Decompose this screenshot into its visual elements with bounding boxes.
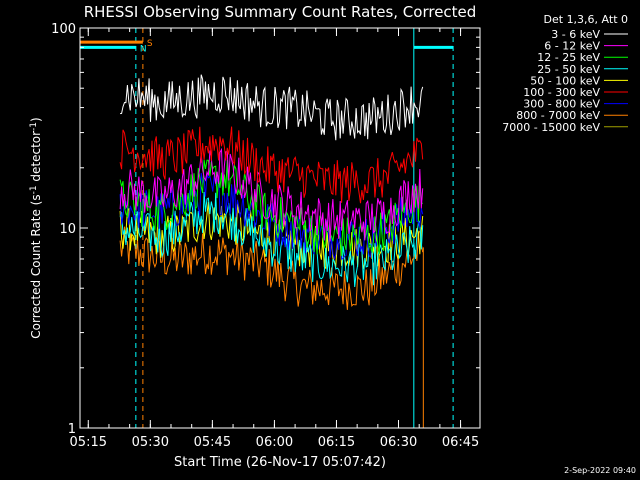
series-line-1 (119, 147, 424, 242)
x-tick-label-2: 05:45 (194, 435, 231, 450)
plot-area: SN (79, 28, 454, 428)
series-line-5 (119, 126, 424, 204)
y-tick-label-0: 1 (68, 422, 76, 437)
legend-label-3: 25 - 50 keV (537, 63, 600, 76)
legend-label-6: 300 - 800 keV (523, 98, 600, 111)
legend-title: Det 1,3,6, Att 0 (544, 13, 628, 26)
legend-label-4: 50 - 100 keV (530, 74, 600, 87)
legend-label-5: 100 - 300 keV (523, 86, 600, 99)
y-axis: 1 10 100 (51, 22, 480, 437)
series-line-7 (119, 226, 424, 310)
series-line-2 (119, 159, 424, 256)
y-tick-label-2: 100 (51, 22, 76, 37)
y-tick-label-1: 10 (59, 222, 76, 237)
series-line-0 (120, 74, 424, 141)
flag-label-0: S (147, 39, 153, 49)
flag-label-1: N (140, 44, 147, 54)
x-tick-label-5: 06:30 (380, 435, 417, 450)
legend-label-8: 7000 - 15000 keV (502, 121, 600, 134)
x-tick-label-0: 05:15 (70, 435, 107, 450)
y-axis-label: Corrected Count Rate (s-1 detector-1) (29, 117, 43, 338)
legend-label-0: 3 - 6 keV (551, 28, 600, 41)
x-tick-label-6: 06:45 (442, 435, 479, 450)
x-axis-label: Start Time (26-Nov-17 05:07:42) (174, 455, 386, 470)
chart-title: RHESSI Observing Summary Count Rates, Co… (84, 3, 477, 21)
legend-label-7: 800 - 7000 keV (516, 109, 600, 122)
legend-label-2: 12 - 25 keV (537, 51, 600, 64)
legend-label-1: 6 - 12 keV (544, 40, 600, 53)
x-tick-label-3: 06:00 (256, 435, 293, 450)
x-tick-label-1: 05:30 (132, 435, 169, 450)
x-axis: 05:15 05:30 05:45 06:00 06:15 06:30 06:45 (70, 28, 479, 450)
footer-timestamp: 2-Sep-2022 09:40 (564, 466, 636, 475)
x-tick-label-4: 06:15 (318, 435, 355, 450)
